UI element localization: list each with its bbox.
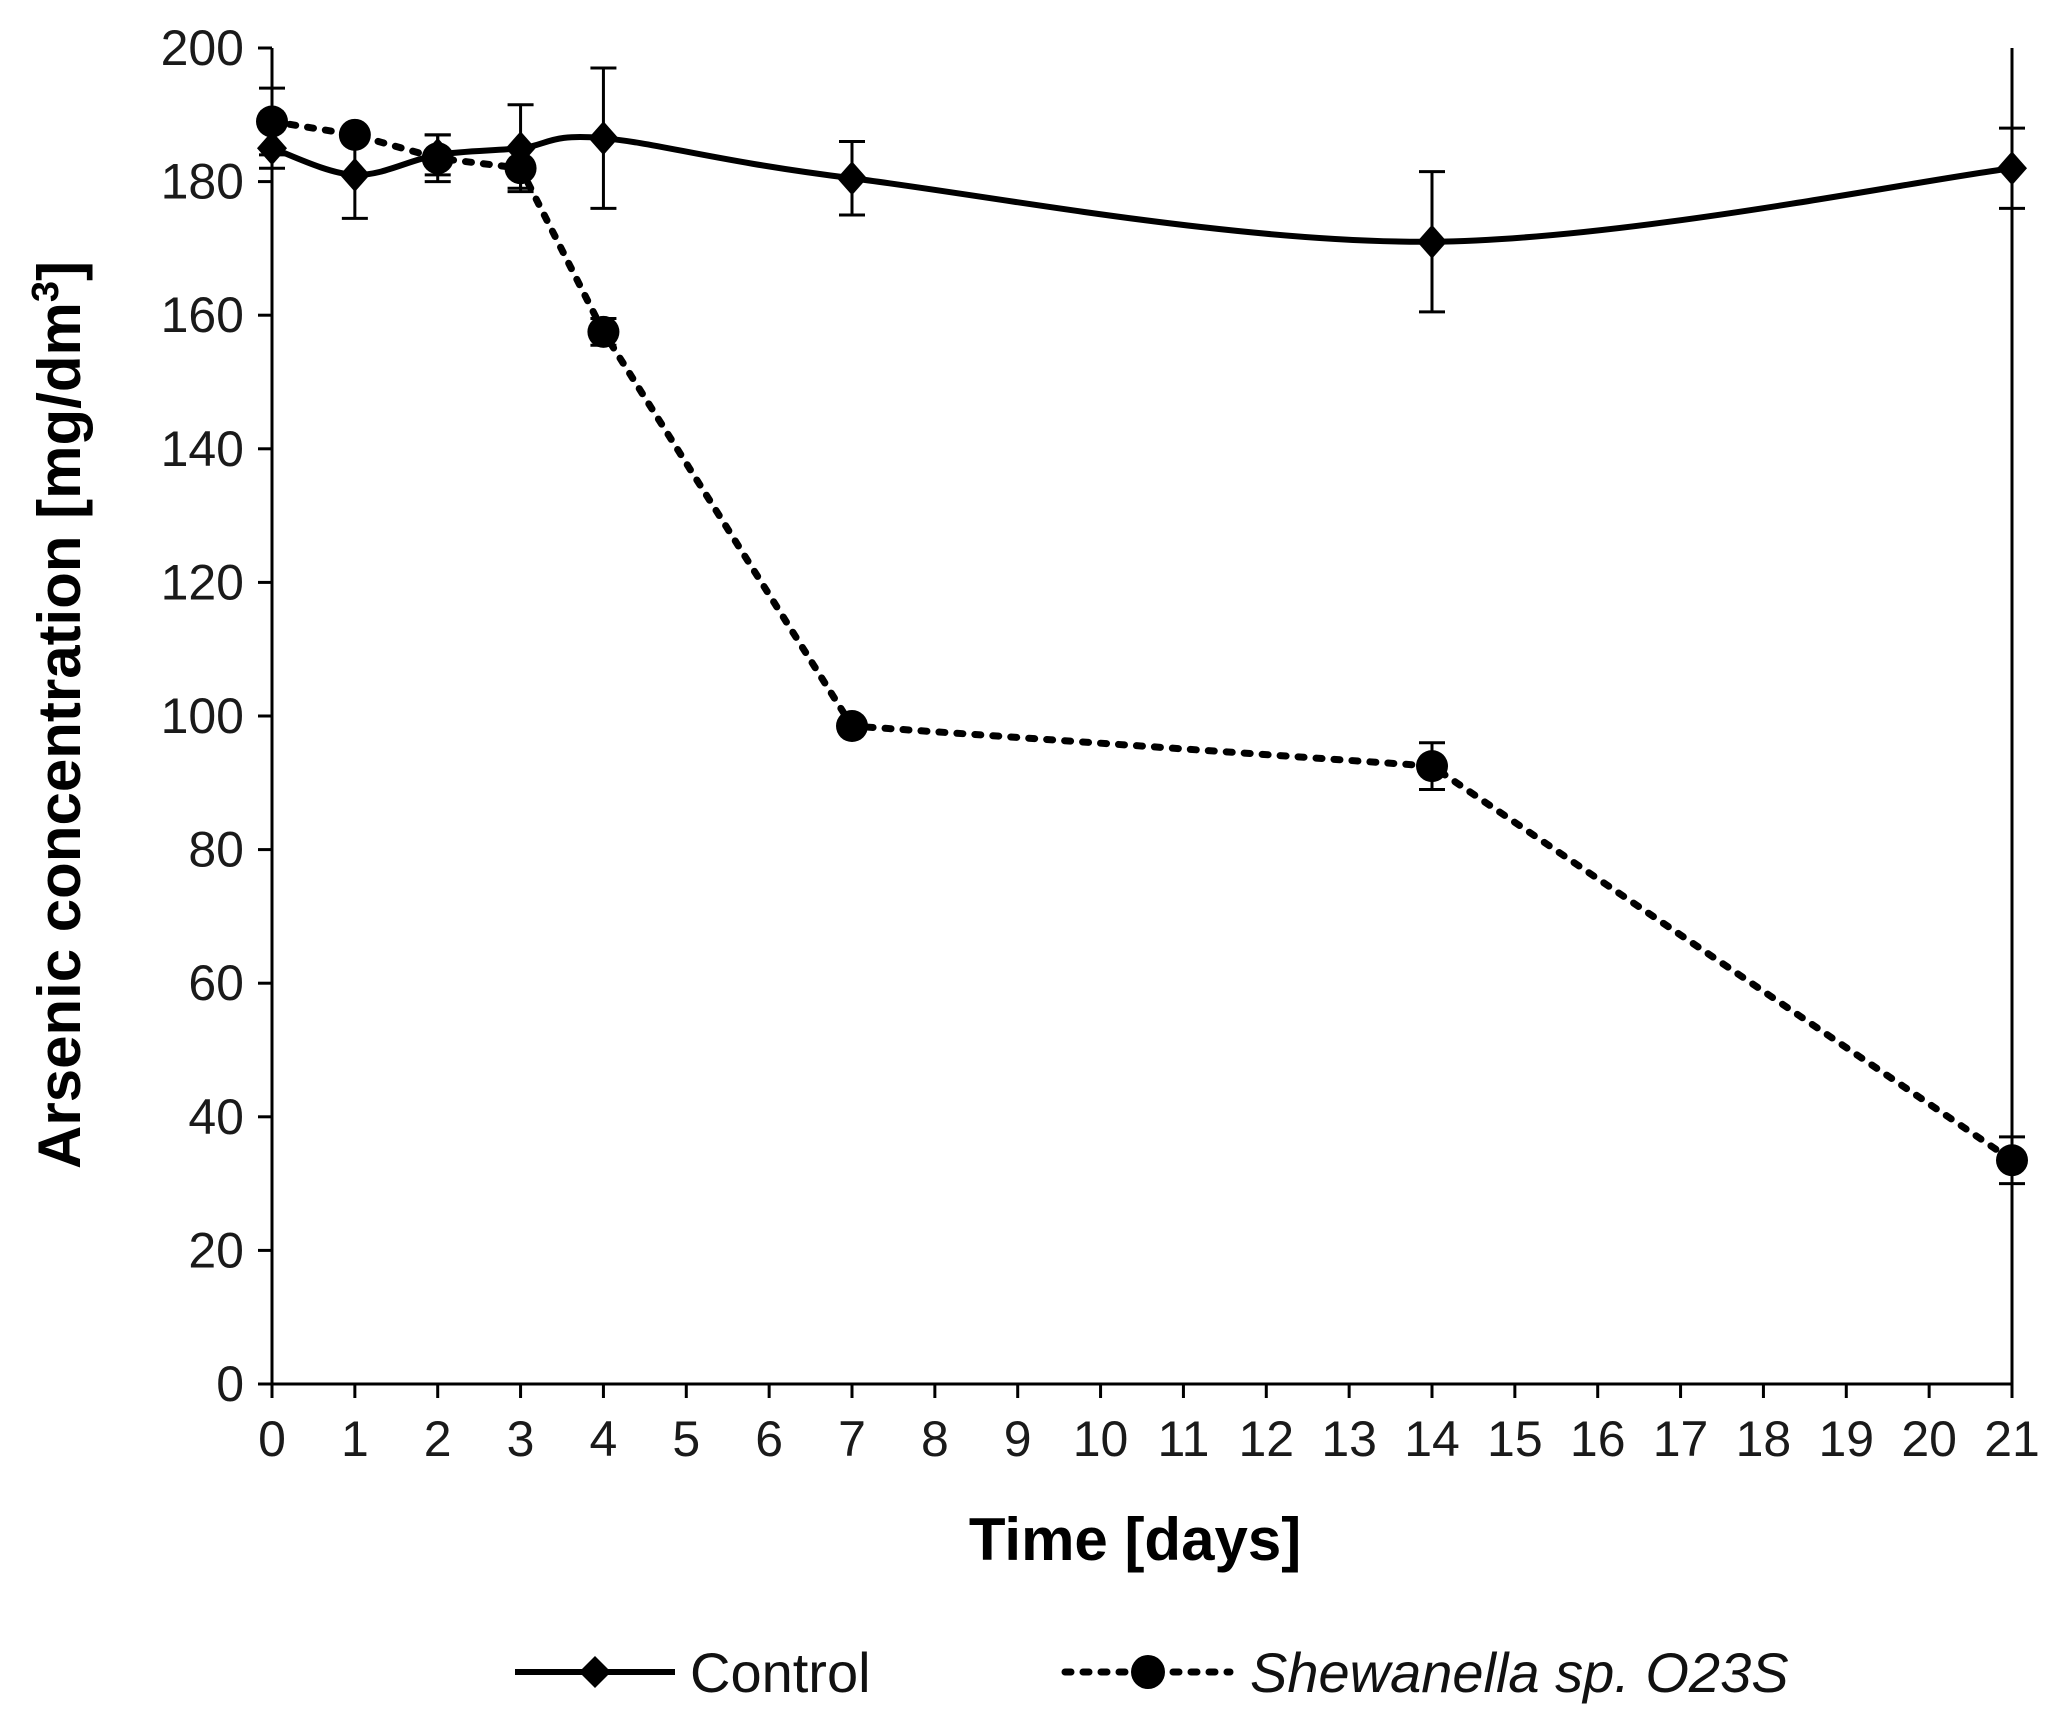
- data-point-marker: [256, 105, 288, 138]
- y-tick-label: 100: [161, 688, 244, 744]
- series-control: [257, 66, 2027, 314]
- data-point-marker: [338, 118, 371, 151]
- x-tick-label: 20: [1901, 1411, 1957, 1467]
- y-tick-label: 180: [161, 154, 244, 210]
- y-ticks: 0 20 40 60 80 100 120 140 160 180 200: [161, 20, 272, 1412]
- x-tick-label: 11: [1157, 1411, 1209, 1467]
- y-axis-title-suffix: ]: [26, 261, 93, 281]
- x-tick-label: 12: [1238, 1411, 1294, 1467]
- series-line: [271, 134, 2013, 245]
- data-point-marker: [836, 710, 868, 743]
- data-point-marker: [1416, 750, 1448, 783]
- x-ticks: 0 1 2 3 4 5 6 7 8 9 10 11 12 13 14 15 16 17 18 19 20 21: [258, 1384, 2040, 1467]
- x-tick-label: 13: [1321, 1411, 1377, 1467]
- legend-control-marker: [579, 1656, 611, 1688]
- x-tick-label: 7: [838, 1411, 866, 1467]
- x-tick-label: 19: [1818, 1411, 1874, 1467]
- series-line: [268, 117, 2016, 1164]
- x-tick-label: 15: [1487, 1411, 1543, 1467]
- data-point-marker: [837, 161, 867, 196]
- x-tick-label: 4: [590, 1411, 618, 1467]
- x-tick-label: 14: [1404, 1411, 1460, 1467]
- x-tick-label: 18: [1736, 1411, 1792, 1467]
- y-axis-title: Arsenic concentration [mg/dm3]: [25, 261, 93, 1169]
- data-point-marker: [587, 315, 620, 348]
- y-tick-label: 0: [216, 1356, 244, 1412]
- x-tick-label: 9: [1004, 1411, 1032, 1467]
- x-tick-label: 0: [258, 1411, 286, 1467]
- x-tick-label: 8: [921, 1411, 949, 1467]
- y-tick-label: 40: [188, 1089, 244, 1145]
- data-point-marker: [588, 121, 619, 156]
- x-tick-label: 2: [424, 1411, 452, 1467]
- x-tick-label: 21: [1984, 1411, 2040, 1467]
- legend-label-shewanella: Shewanella sp. O23S: [1250, 1641, 1789, 1704]
- data-point-marker: [1417, 224, 1447, 259]
- data-point-marker: [1996, 1144, 2028, 1177]
- legend-label-control: Control: [690, 1641, 871, 1704]
- x-tick-label: 3: [507, 1411, 535, 1467]
- x-tick-label: 10: [1073, 1411, 1129, 1467]
- y-tick-label: 120: [161, 554, 244, 610]
- x-tick-label: 6: [755, 1411, 783, 1467]
- y-tick-label: 140: [161, 421, 244, 477]
- y-axis-title-main: Arsenic concentration [mg/dm: [26, 302, 93, 1169]
- series-shewanella: [256, 86, 2028, 1186]
- legend-item-control: Control: [515, 1641, 871, 1704]
- x-axis-title: Time [days]: [969, 1506, 1301, 1573]
- y-tick-label: 200: [161, 20, 244, 76]
- data-point-marker: [1997, 151, 2027, 186]
- y-tick-label: 160: [161, 287, 244, 343]
- x-tick-label: 17: [1653, 1411, 1709, 1467]
- legend: Control Shewanella sp. O23S: [515, 1641, 1789, 1704]
- y-tick-label: 80: [188, 822, 244, 878]
- x-tick-label: 5: [672, 1411, 700, 1467]
- y-tick-label: 60: [188, 955, 244, 1011]
- legend-item-shewanella: Shewanella sp. O23S: [1061, 1641, 1789, 1704]
- y-axis-title-superscript: 3: [25, 281, 67, 302]
- data-point-marker: [339, 157, 370, 192]
- x-tick-label: 16: [1570, 1411, 1626, 1467]
- data-point-marker: [504, 152, 537, 185]
- y-tick-label: 20: [188, 1222, 244, 1278]
- x-tick-label: 1: [341, 1411, 369, 1467]
- data-point-marker: [421, 142, 454, 175]
- legend-shewanella-marker: [1131, 1655, 1165, 1689]
- series-layer: [256, 66, 2028, 1186]
